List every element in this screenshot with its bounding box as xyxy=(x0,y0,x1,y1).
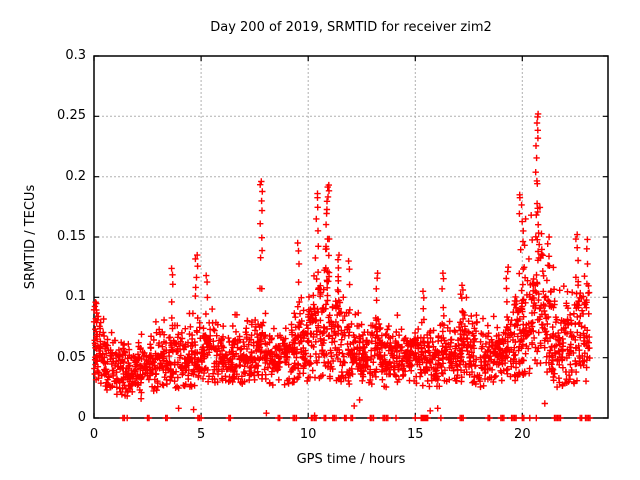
scatter-points xyxy=(90,110,594,422)
y-tick-label: 0.3 xyxy=(65,48,86,63)
x-tick-label: 15 xyxy=(406,427,424,442)
y-tick-label: 0.25 xyxy=(57,108,86,124)
x-tick-label: 5 xyxy=(196,427,206,442)
y-tick-label: 0.2 xyxy=(65,168,86,184)
x-axis-title: GPS time / hours xyxy=(296,452,406,467)
y-tick-label: 0 xyxy=(77,410,86,425)
plot-area xyxy=(90,55,609,422)
x-tick-label: 10 xyxy=(299,427,317,442)
y-tick-label: 0.05 xyxy=(57,349,86,365)
y-tick-label: 0.1 xyxy=(65,289,86,305)
scatter-plot-canvas xyxy=(90,55,609,422)
x-tick-label: 0 xyxy=(89,427,99,442)
x-tick-label: 20 xyxy=(514,427,531,442)
chart-title: Day 200 of 2019, SRMTID for receiver zim… xyxy=(210,20,492,35)
y-tick-label: 0.15 xyxy=(57,229,86,244)
